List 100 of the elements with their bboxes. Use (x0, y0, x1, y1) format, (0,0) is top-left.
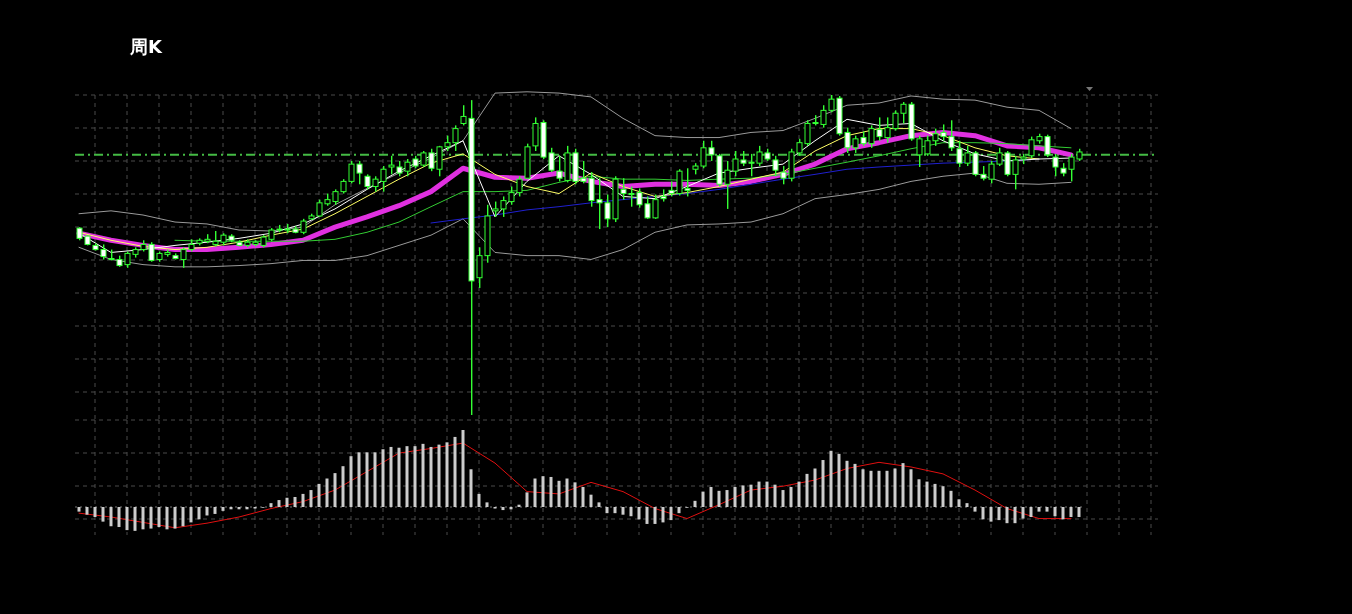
bar (477, 493, 481, 507)
bar (301, 493, 305, 507)
bar (909, 469, 913, 507)
bar (789, 486, 793, 507)
bar (877, 470, 881, 507)
bar (453, 436, 457, 507)
bar (1053, 507, 1057, 517)
bar (661, 507, 665, 523)
bar (925, 481, 929, 507)
bar (277, 500, 281, 507)
bar (965, 503, 969, 507)
bar (133, 507, 137, 531)
bar (573, 482, 577, 507)
bar (525, 492, 529, 507)
chart-title: 周K (129, 36, 163, 57)
bar (629, 507, 633, 517)
bar (797, 481, 801, 507)
bar (365, 452, 369, 507)
bar (469, 469, 473, 507)
bar (1037, 507, 1041, 512)
bar (141, 507, 145, 530)
bar (485, 502, 489, 507)
bar (285, 497, 289, 507)
bar (397, 447, 401, 507)
bar (941, 486, 945, 507)
bar (597, 502, 601, 507)
bar (781, 490, 785, 507)
bar (373, 452, 377, 507)
bar (1029, 507, 1033, 518)
bar (645, 507, 649, 524)
bar (885, 470, 889, 507)
bar (165, 507, 169, 530)
bar (981, 507, 985, 520)
bar (637, 507, 641, 520)
bar (709, 486, 713, 507)
bar (541, 476, 545, 507)
bar (189, 507, 193, 523)
bar (957, 499, 961, 507)
bar (349, 456, 353, 507)
bar (157, 507, 161, 528)
bar (437, 444, 441, 507)
bar (813, 468, 817, 507)
bar (1013, 507, 1017, 524)
bar (621, 507, 625, 515)
bar (197, 507, 201, 520)
bar (853, 463, 857, 507)
bar (461, 430, 465, 507)
bar (381, 449, 385, 507)
bar (717, 490, 721, 507)
bar (773, 484, 777, 507)
bar (693, 500, 697, 507)
bar (389, 446, 393, 507)
bar (845, 460, 849, 507)
bar (1045, 507, 1049, 512)
bar (333, 473, 337, 507)
bar (757, 481, 761, 507)
bar (93, 507, 97, 518)
bar (733, 486, 737, 507)
bar (725, 490, 729, 507)
bar (1005, 507, 1009, 524)
bar (293, 496, 297, 507)
bar (101, 507, 105, 522)
bar (1021, 507, 1025, 519)
bar (1077, 507, 1081, 518)
bar (805, 473, 809, 507)
bar (565, 478, 569, 507)
bar (821, 460, 825, 507)
bar (829, 450, 833, 507)
bar (861, 469, 865, 507)
bar (77, 507, 81, 512)
bar (997, 507, 1001, 521)
bar (613, 507, 617, 514)
bar (533, 478, 537, 507)
bar (413, 446, 417, 507)
bar (549, 476, 553, 507)
bar (701, 491, 705, 507)
bar (869, 470, 873, 507)
bar (589, 494, 593, 507)
bar (557, 480, 561, 507)
bar (677, 507, 681, 514)
bar (933, 483, 937, 507)
bar (917, 479, 921, 507)
bar (749, 484, 753, 507)
bar (989, 507, 993, 522)
bar (205, 507, 209, 516)
bar (221, 507, 225, 511)
bar (973, 507, 977, 512)
bar (213, 507, 217, 514)
bar (405, 446, 409, 507)
bar (949, 490, 953, 507)
bar (901, 463, 905, 507)
bar (741, 485, 745, 507)
bar (341, 466, 345, 507)
bar (501, 507, 505, 511)
bar (581, 486, 585, 507)
bar (117, 507, 121, 528)
bar (325, 478, 329, 507)
bar (317, 483, 321, 507)
bar (429, 446, 433, 507)
bar (421, 443, 425, 507)
